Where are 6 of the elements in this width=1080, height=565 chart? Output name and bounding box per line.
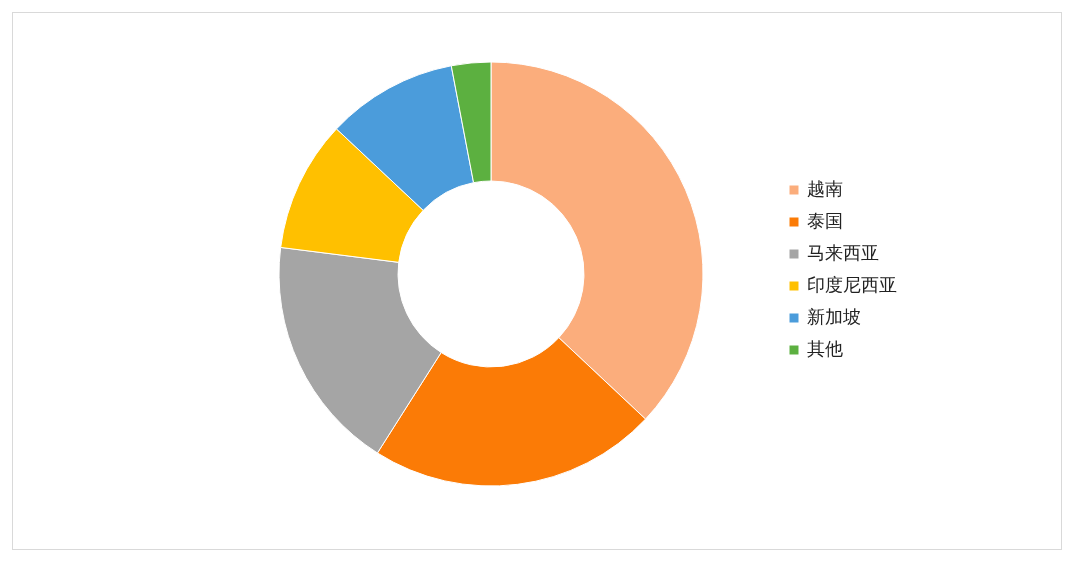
legend-label: 越南 (807, 178, 843, 199)
legend-label: 马来西亚 (807, 242, 879, 263)
legend-label: 其他 (807, 338, 843, 359)
legend-label: 泰国 (807, 210, 843, 231)
legend-label: 新加坡 (807, 306, 861, 327)
legend-label: 印度尼西亚 (807, 274, 897, 295)
